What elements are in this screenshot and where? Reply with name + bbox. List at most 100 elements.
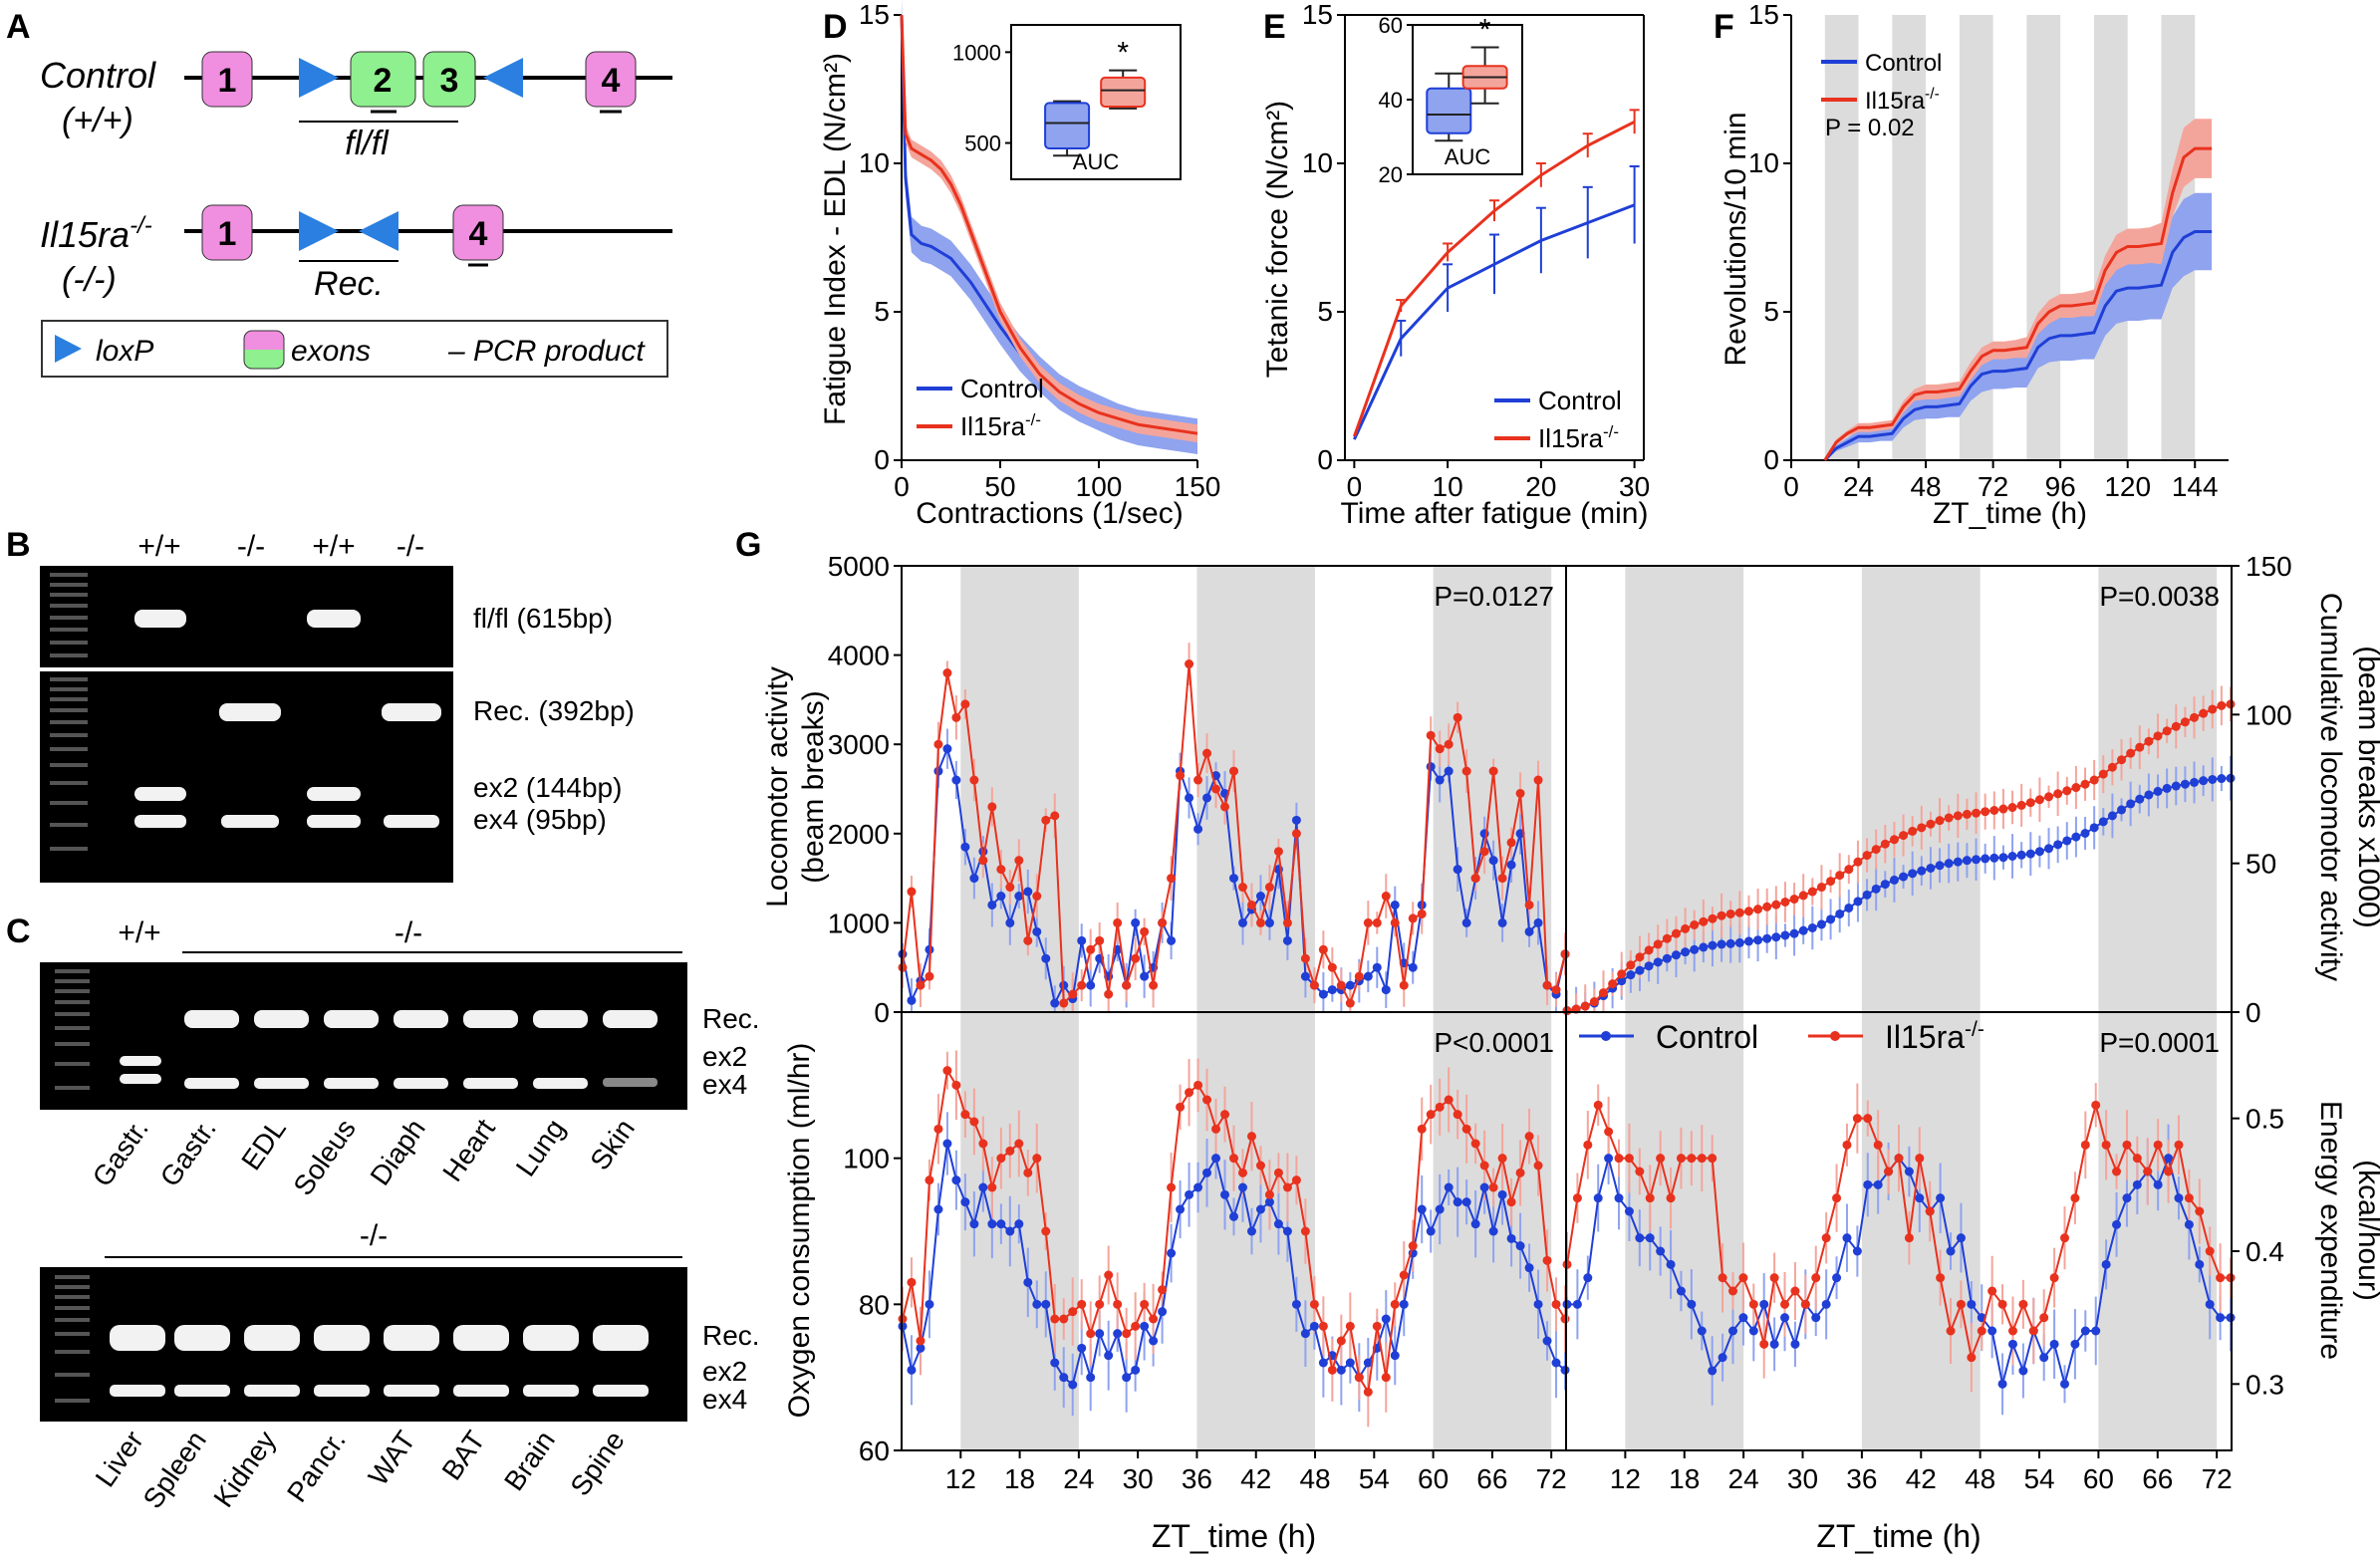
data-point bbox=[1727, 1286, 1737, 1296]
y-tick-label: 0 bbox=[874, 997, 890, 1028]
y-tick-label: 50 bbox=[2246, 849, 2276, 880]
data-point bbox=[1185, 1088, 1194, 1098]
data-point bbox=[1158, 1285, 1168, 1295]
data-point bbox=[1050, 811, 1060, 821]
y-tick-label: 15 bbox=[1748, 0, 1779, 30]
data-point bbox=[1300, 953, 1310, 963]
data-point bbox=[1953, 857, 1963, 867]
x-tick-label: 50 bbox=[984, 471, 1015, 502]
band-label: ex2 bbox=[702, 1041, 747, 1072]
tissue-label: EDL bbox=[235, 1114, 292, 1175]
y-axis-label: Fatigue Index - EDL (N/cm²) bbox=[819, 53, 852, 425]
dark-phase bbox=[1861, 566, 1981, 1012]
x-tick-label: 96 bbox=[2045, 471, 2076, 502]
data-point bbox=[1863, 1114, 1873, 1124]
gel-image bbox=[40, 566, 453, 667]
data-point bbox=[1309, 1299, 1319, 1309]
tissue-label: Soleus bbox=[287, 1114, 362, 1201]
data-point bbox=[951, 775, 961, 785]
data-point bbox=[1989, 806, 1999, 816]
data-point bbox=[1461, 766, 1471, 776]
x-tick-label: 72 bbox=[2202, 1463, 2233, 1494]
data-point bbox=[1282, 1182, 1292, 1192]
tissue-label: Pancr. bbox=[281, 1426, 352, 1508]
data-point bbox=[1309, 1321, 1319, 1331]
data-point bbox=[1926, 863, 1936, 873]
data-point bbox=[1488, 1226, 1498, 1236]
data-point bbox=[1967, 1353, 1977, 1363]
data-point bbox=[1488, 766, 1498, 776]
inset-y-tick-label: 20 bbox=[1379, 162, 1403, 187]
y-tick-label: 1000 bbox=[828, 908, 890, 938]
data-point bbox=[916, 980, 926, 990]
tissue-label: Brain bbox=[498, 1426, 561, 1496]
data-point bbox=[1291, 815, 1301, 825]
data-point bbox=[2062, 786, 2072, 796]
data-point bbox=[1113, 1299, 1123, 1309]
data-point bbox=[1220, 1110, 1230, 1120]
y-axis-label: (beam breaks) bbox=[797, 690, 830, 883]
exon-4-label: 4 bbox=[469, 215, 488, 253]
data-point bbox=[1122, 1329, 1132, 1339]
data-point bbox=[1800, 1299, 1810, 1309]
legend-marker-il15ra bbox=[1830, 1031, 1840, 1041]
data-point bbox=[933, 1124, 943, 1134]
data-point bbox=[2060, 1379, 2070, 1389]
data-point bbox=[1762, 933, 1772, 943]
gel-image bbox=[40, 671, 453, 883]
data-point bbox=[907, 1277, 917, 1287]
loxp-icon bbox=[299, 211, 339, 251]
data-point bbox=[1997, 1379, 2007, 1389]
y-tick-label: 10 bbox=[859, 147, 890, 178]
loxp-icon bbox=[299, 58, 339, 98]
data-point bbox=[1336, 1365, 1346, 1375]
data-point bbox=[1193, 824, 1203, 834]
exon-1-label: 1 bbox=[218, 62, 237, 100]
data-point bbox=[1032, 1299, 1042, 1309]
x-tick-label: 48 bbox=[1965, 1463, 1995, 1494]
inset-y-tick-label: 500 bbox=[964, 131, 1001, 156]
data-point bbox=[1444, 739, 1454, 749]
data-point bbox=[1967, 1299, 1977, 1309]
data-point bbox=[1291, 1175, 1301, 1185]
data-point bbox=[907, 1365, 917, 1375]
data-point bbox=[1981, 854, 1990, 864]
data-point bbox=[1211, 1154, 1221, 1164]
data-point bbox=[1354, 1373, 1364, 1383]
lane-label: -/- bbox=[237, 530, 265, 563]
data-point bbox=[1291, 1299, 1301, 1309]
data-point bbox=[2208, 704, 2218, 714]
subplot-G1: 0 1000 2000 3000 4000 5000 P=0.0127 bbox=[828, 551, 1570, 1028]
data-point bbox=[1041, 815, 1051, 825]
data-point bbox=[2153, 1179, 2163, 1189]
data-point bbox=[1086, 980, 1096, 990]
data-point bbox=[1461, 917, 1471, 927]
band-label: fl/fl (615bp) bbox=[473, 603, 613, 634]
band-label: Rec. (392bp) bbox=[473, 695, 635, 726]
legend-control: Control bbox=[960, 374, 1044, 403]
exon-4-box bbox=[452, 204, 504, 261]
data-point bbox=[951, 1175, 961, 1185]
data-point bbox=[1041, 1299, 1051, 1309]
data-point bbox=[1237, 883, 1247, 893]
data-point bbox=[1734, 937, 1744, 947]
data-point bbox=[2112, 1219, 2122, 1229]
data-point bbox=[1699, 942, 1709, 952]
data-point bbox=[1676, 1286, 1686, 1296]
data-point bbox=[1894, 1154, 1904, 1164]
data-point bbox=[1626, 960, 1636, 970]
data-point bbox=[1816, 883, 1826, 893]
data-point bbox=[1104, 1351, 1114, 1361]
lane-label: -/- bbox=[397, 530, 424, 563]
data-point bbox=[1583, 1273, 1593, 1283]
data-point bbox=[2143, 1167, 2153, 1176]
data-point bbox=[1435, 775, 1445, 785]
x-tick-label: 36 bbox=[1846, 1463, 1877, 1494]
data-point bbox=[1572, 1193, 1582, 1203]
data-point bbox=[1852, 1114, 1862, 1124]
data-point bbox=[2171, 721, 2181, 731]
data-point bbox=[1515, 788, 1525, 798]
data-point bbox=[1264, 1197, 1274, 1207]
data-point bbox=[1551, 1299, 1561, 1309]
data-point bbox=[2162, 783, 2172, 793]
